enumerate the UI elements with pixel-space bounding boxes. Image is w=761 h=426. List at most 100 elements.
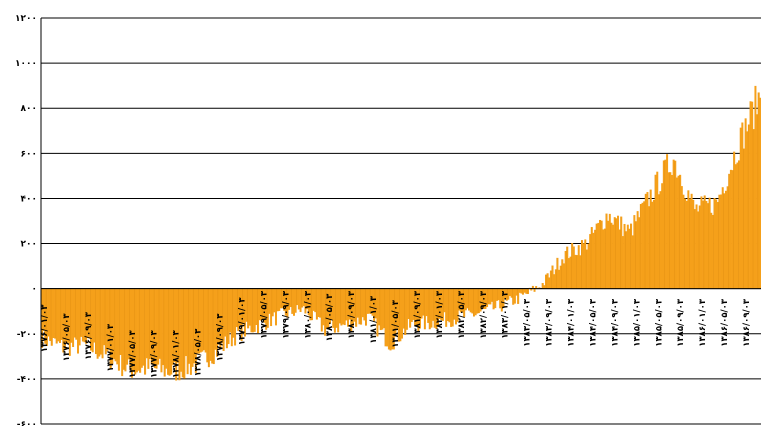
area-bar xyxy=(481,288,484,309)
area-bar xyxy=(101,288,104,359)
area-bar xyxy=(275,288,277,326)
area-bar xyxy=(453,288,456,320)
area-bar xyxy=(134,288,137,375)
area-bar xyxy=(595,223,598,289)
area-bar xyxy=(96,288,99,359)
x-tick-label: ۱۳۸۶/۰۹/۰۳ xyxy=(742,298,752,347)
area-bar xyxy=(126,288,129,365)
area-bar xyxy=(320,288,323,332)
area-bar xyxy=(284,288,287,316)
area-bar xyxy=(744,118,747,289)
area-bar xyxy=(500,288,503,312)
area-bar xyxy=(692,199,695,289)
area-bar xyxy=(702,200,705,289)
area-bar xyxy=(239,288,241,326)
area-bar xyxy=(158,288,161,359)
area-bar xyxy=(343,288,346,326)
area-bar xyxy=(131,288,133,378)
area-bar xyxy=(495,288,498,301)
area-bar xyxy=(492,288,495,310)
area-bar xyxy=(147,288,150,369)
y-tick-label: ۸۰۰ xyxy=(21,104,37,114)
area-bar xyxy=(304,288,307,314)
area-bar xyxy=(710,212,713,289)
area-bar xyxy=(623,223,626,289)
area-bar xyxy=(60,288,63,340)
area-bar xyxy=(57,288,60,342)
area-bar xyxy=(653,199,655,289)
area-bar xyxy=(736,162,739,289)
area-bar xyxy=(726,186,729,289)
area-bar xyxy=(541,283,544,289)
area-bar xyxy=(600,220,603,289)
x-tick-label: ۱۳۸۶/۰۱/۰۳ xyxy=(698,298,708,347)
area-bar xyxy=(247,288,250,329)
area-bar xyxy=(746,131,749,289)
area-bar xyxy=(482,288,485,310)
x-tick-label: ۱۳۷۶/۰۱/۰۳ xyxy=(40,304,50,353)
area-bar xyxy=(430,288,433,328)
area-bar xyxy=(50,288,53,346)
area-bar xyxy=(473,288,475,317)
area-bar xyxy=(345,288,348,321)
area-bar xyxy=(613,217,616,289)
area-bar xyxy=(466,288,469,309)
area-bar xyxy=(271,288,274,317)
area-bar xyxy=(559,265,562,289)
area-bar xyxy=(551,265,554,289)
area-bar xyxy=(450,288,453,327)
area-bar xyxy=(497,288,500,301)
area-bar xyxy=(723,193,726,289)
area-bar xyxy=(530,288,533,291)
area-bar xyxy=(253,288,256,332)
area-bar xyxy=(558,269,561,289)
area-bar xyxy=(599,219,601,289)
area-bar xyxy=(41,288,43,348)
area-bar xyxy=(698,205,701,289)
area-bar xyxy=(165,288,168,369)
area-bar xyxy=(90,288,93,351)
x-tick-label: ۱۳۸۴/۰۹/۰۳ xyxy=(610,298,620,347)
x-tick-label: ۱۳۸۱/۰۱/۰۳ xyxy=(369,295,379,344)
x-tick-label: ۱۳۸۵/۰۵/۰۳ xyxy=(654,298,664,347)
area-bar xyxy=(738,160,741,289)
area-bar xyxy=(587,243,590,289)
area-bar xyxy=(77,288,79,354)
area-bar xyxy=(711,214,714,289)
area-bar xyxy=(119,288,122,355)
area-bar xyxy=(505,288,508,301)
area-bar xyxy=(654,174,657,289)
area-bar xyxy=(337,288,340,333)
x-tick-label: ۱۳۸۴/۰۵/۰۳ xyxy=(588,298,598,347)
area-bar xyxy=(302,288,305,307)
area-bar xyxy=(371,288,374,316)
area-bar xyxy=(577,245,580,289)
area-bar xyxy=(731,170,734,289)
area-bar xyxy=(376,288,379,337)
area-bar xyxy=(170,288,173,375)
area-bar xyxy=(216,288,219,357)
area-bar xyxy=(520,288,523,294)
area-bar xyxy=(270,288,273,327)
area-bar xyxy=(103,288,106,346)
area-bar xyxy=(715,199,718,289)
area-bar xyxy=(217,288,220,345)
area-bar xyxy=(630,223,633,289)
area-bar xyxy=(193,288,196,364)
area-bar xyxy=(643,201,646,289)
area-bar xyxy=(373,288,376,322)
area-bar xyxy=(212,288,215,365)
area-bar xyxy=(543,285,546,289)
area-bar xyxy=(607,220,610,289)
area-bar xyxy=(361,288,364,318)
area-bar xyxy=(432,288,435,321)
area-bar xyxy=(662,160,665,289)
area-bar xyxy=(207,288,210,368)
area-bar xyxy=(556,257,559,289)
area-bar xyxy=(178,288,181,381)
x-tick-label: ۱۳۸۶/۰۵/۰۳ xyxy=(720,298,730,347)
area-bar xyxy=(356,288,359,318)
area-bar xyxy=(72,288,75,348)
x-tick-label: ۱۳۸۰/۰۹/۰۳ xyxy=(347,290,357,339)
area-bar xyxy=(463,288,466,318)
